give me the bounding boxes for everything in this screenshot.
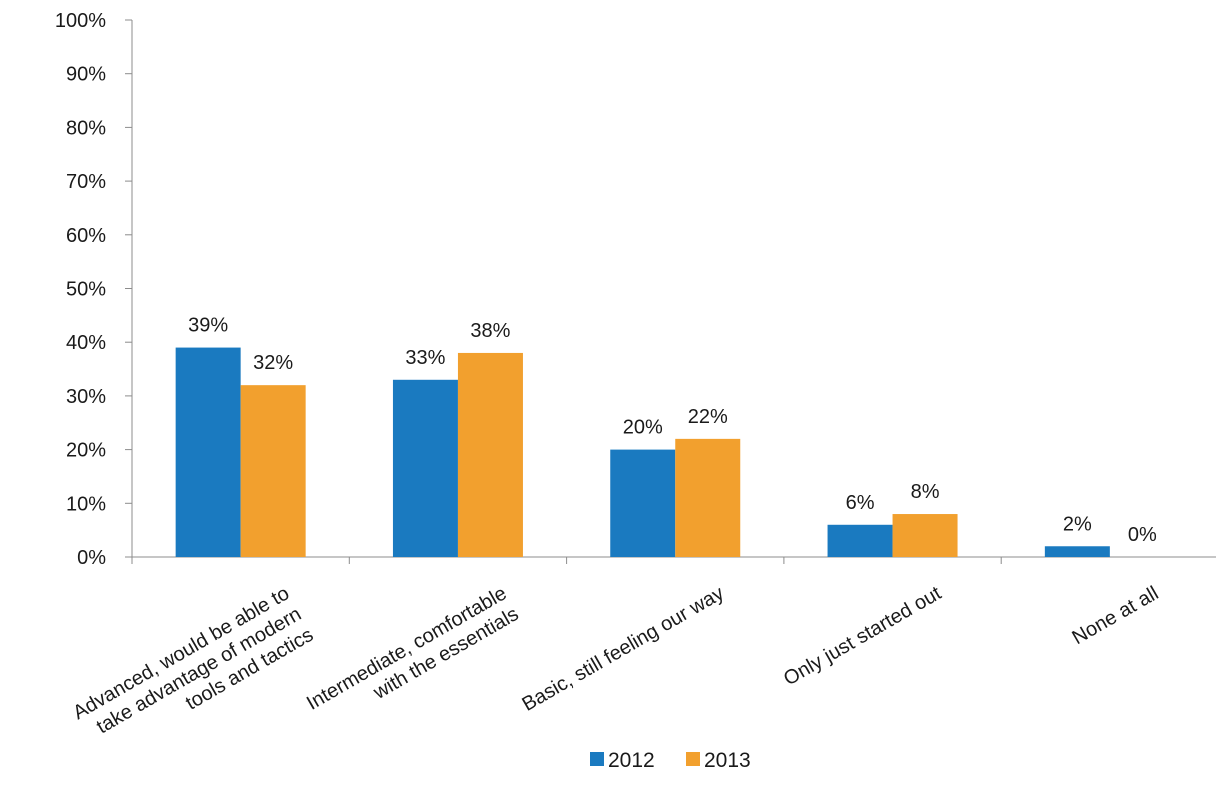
data-label-2012-1: 33% <box>405 347 445 369</box>
legend-swatch-2012 <box>590 752 604 766</box>
y-axis: 0% 10% 20% 30% 40% 50% 60% 70% 80% 90% 100% <box>55 10 133 569</box>
y-tick-label: 70% <box>66 171 106 193</box>
category-label-line: Basic, still feeling our way <box>518 582 727 716</box>
legend-swatch-2013 <box>686 752 700 766</box>
data-label-2013-0: 32% <box>253 352 293 374</box>
data-label-2013-3: 8% <box>911 481 940 503</box>
legend-label-2012: 2012 <box>608 749 655 772</box>
category-label-line: Intermediate, comfortable <box>303 582 510 714</box>
bar-2012-1 <box>392 379 458 557</box>
legend: 2012 2013 <box>590 749 751 772</box>
y-tick-label: 60% <box>66 225 106 247</box>
y-tick-label: 20% <box>66 440 106 462</box>
bar-2013-0 <box>240 385 306 557</box>
bar-2012-4 <box>1044 546 1110 557</box>
bar-2012-0 <box>175 347 241 557</box>
category-label-line: None at all <box>1069 582 1163 649</box>
category-label-3: Only just started out <box>780 582 945 690</box>
y-tick-label: 10% <box>66 493 106 515</box>
legend-label-2013: 2013 <box>704 749 751 772</box>
y-tick-label: 100% <box>55 10 106 32</box>
x-axis <box>132 556 1216 564</box>
y-tick-label: 50% <box>66 279 106 301</box>
bar-2013-2 <box>675 438 741 557</box>
bar-2012-3 <box>827 524 893 557</box>
category-label-4: None at all <box>1069 582 1163 649</box>
data-label-2013-2: 22% <box>688 406 728 428</box>
data-labels: 39% 32% 33% 38% 20% 22% 6% 8% 2% 0% <box>188 315 1157 546</box>
y-tick-label: 40% <box>66 332 106 354</box>
category-label-line: Only just started out <box>780 582 945 690</box>
category-label-2: Basic, still feeling our way <box>518 582 727 716</box>
y-tick-label: 80% <box>66 117 106 139</box>
bar-2012-2 <box>610 449 676 557</box>
y-tick-label: 90% <box>66 64 106 86</box>
bars <box>175 347 1110 557</box>
bar-2013-1 <box>457 352 523 557</box>
y-tick-label: 30% <box>66 386 106 408</box>
data-label-2012-4: 2% <box>1063 513 1092 535</box>
y-tick-label: 0% <box>77 547 106 569</box>
bar-2013-3 <box>892 514 958 557</box>
data-label-2012-3: 6% <box>846 492 875 514</box>
data-label-2012-0: 39% <box>188 315 228 337</box>
data-label-2013-4: 0% <box>1128 524 1157 546</box>
data-label-2012-2: 20% <box>623 417 663 439</box>
data-label-2013-1: 38% <box>470 320 510 342</box>
category-label-line: take advantage of modern <box>93 603 305 738</box>
